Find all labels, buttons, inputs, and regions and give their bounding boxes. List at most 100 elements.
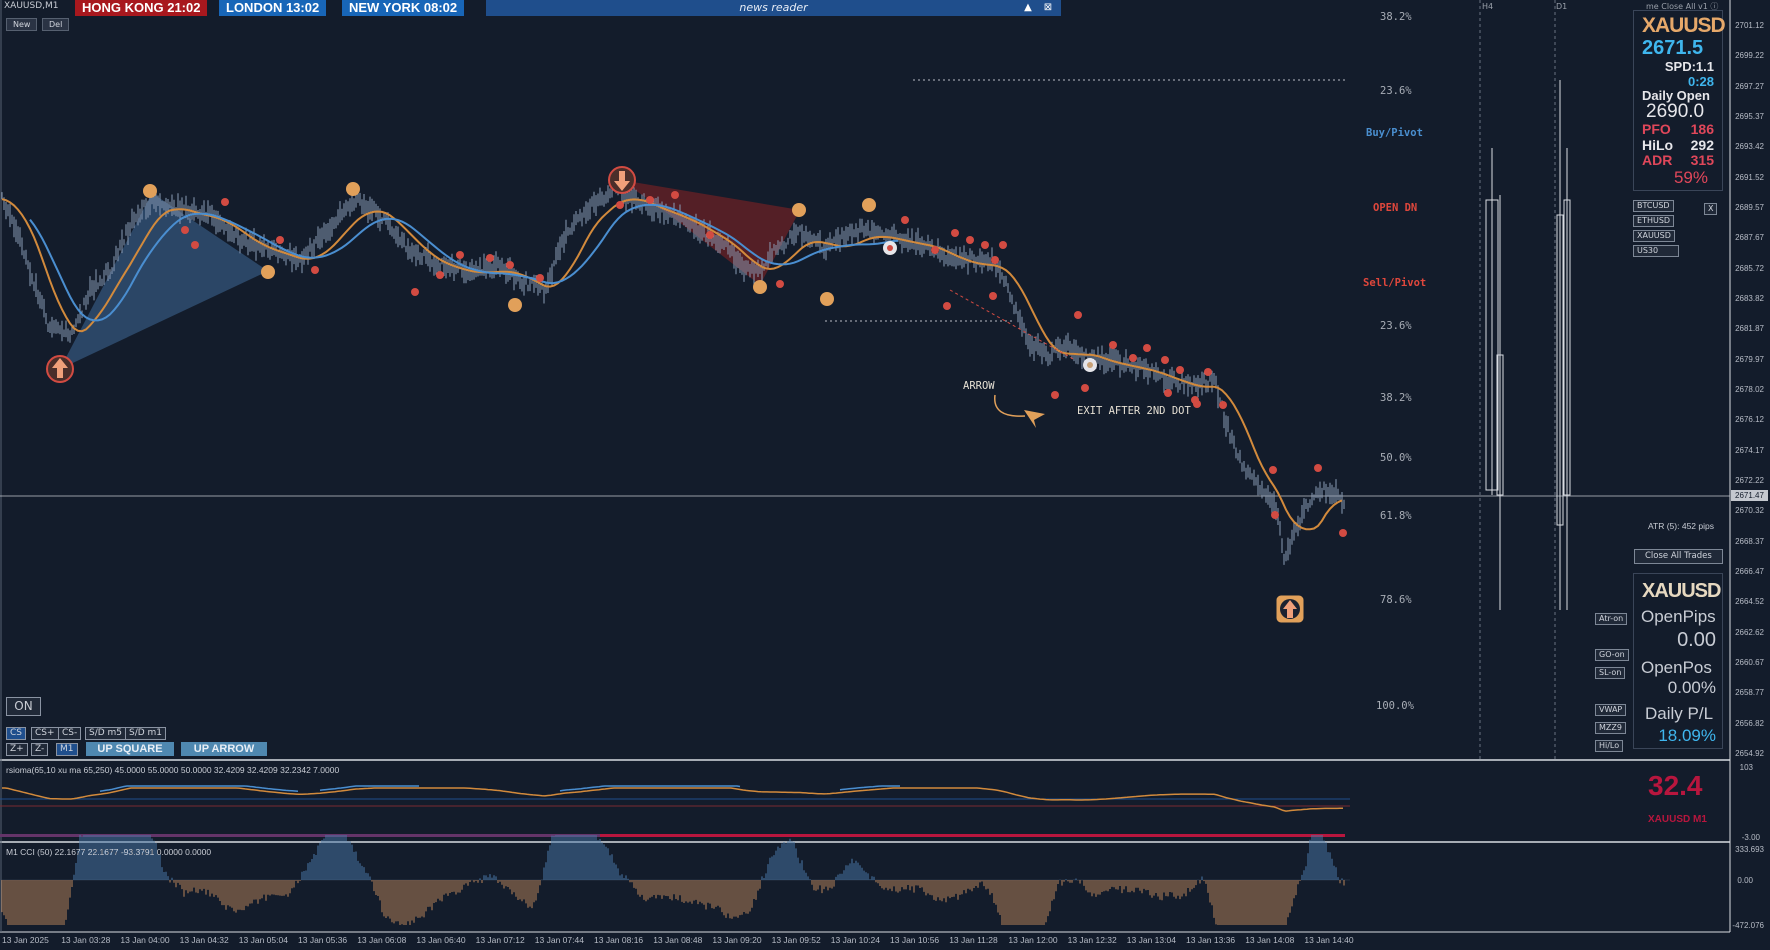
rsi-strip-red [0,834,1345,837]
swing-dot [792,203,806,217]
buy-arrow-marker-2 [1275,594,1305,624]
hilo-value: 292 [1690,137,1714,153]
info-price: 2671.5 [1642,37,1704,59]
symbol-button-btcusd[interactable]: BTCUSD [1633,200,1674,212]
cs-button[interactable]: CS [6,727,26,740]
time-tick: 13 Jan 07:44 [534,935,584,945]
price-tick: 2687.67 [1735,233,1764,243]
signal-dot [776,280,784,288]
fib-38-upper: 38.2% [1380,11,1412,23]
price-tick: 2701.12 [1735,21,1764,30]
ema-fast-line [29,203,899,322]
new-button[interactable]: New [6,18,38,31]
price-tick: 2699.22 [1735,51,1764,61]
fib-23-upper: 23.6% [1380,85,1412,97]
rsi-strip-blue [0,834,600,837]
signal-dot [411,288,419,296]
session-clock-newyork: NEW YORK 08:02 [342,0,465,16]
cs-minus-button[interactable]: CS- [58,727,82,740]
signal-dot [221,198,229,206]
open-pips-value: 0.00 [1677,629,1716,651]
signal-dot [191,241,199,249]
time-tick: 13 Jan 03:28 [61,935,111,945]
session-clock-london: LONDON 13:02 [219,0,327,16]
price-tick: 2693.42 [1735,142,1764,152]
fib-100: 100.0% [1376,700,1414,712]
cci-indicator-label: M1 CCI (50) 22.1677 22.1677 -93.3791 0.0… [6,847,212,857]
signal-dot [646,196,654,204]
buy-zone-triangle [60,193,268,369]
vwap-button[interactable]: VWAP [1595,704,1627,716]
swing-dot [508,298,522,312]
price-tick: 2676.12 [1735,415,1764,425]
rsi-line-upper [99,785,900,792]
signal-dot [1271,511,1279,519]
price-tick: 2662.62 [1735,627,1764,637]
info-timer: 0:28 [1687,74,1714,89]
atr-on-button[interactable]: Atr-on [1595,613,1628,625]
go-on-button[interactable]: GO-on [1595,649,1629,661]
rsi-symbol: XAUUSD M1 [1648,814,1707,825]
hilo-button[interactable]: Hi/Lo [1595,740,1624,752]
mzz9-button[interactable]: MZZ9 [1595,722,1626,734]
minimize-icon[interactable]: ▲ [1024,2,1032,13]
price-tick: 2672.22 [1735,476,1764,485]
sl-on-button[interactable]: SL-on [1595,667,1626,679]
time-tick: 13 Jan 12:32 [1067,935,1117,945]
news-reader-title: news reader [739,1,808,14]
up-square-button[interactable]: UP SQUARE [86,742,174,756]
time-tick: 13 Jan 14:40 [1304,935,1354,945]
del-button[interactable]: Del [42,18,70,31]
annotation-arrow-label: ARROW [963,380,995,392]
signal-dot [671,191,679,199]
sell-arrow-marker [608,166,636,194]
symbol-close-button[interactable]: X [1704,203,1718,215]
signal-dot [999,241,1007,249]
zoom-out-button[interactable]: Z- [31,743,49,756]
price-tick: 2683.82 [1735,294,1764,303]
m1-button[interactable]: M1 [56,743,78,756]
signal-dot [436,271,444,279]
signal-dot [951,229,959,237]
tf-label-d1: D1 [1556,2,1568,11]
up-arrow-button[interactable]: UP ARROW [181,742,267,756]
hilo-label: HiLo [1642,137,1674,153]
open-pos-label: OpenPos [1641,658,1712,677]
close-icon[interactable]: ⊠ [1043,2,1053,13]
info-symbol: XAUUSD [1642,14,1726,37]
sd-m5-button[interactable]: S/D m5 [85,727,127,740]
signal-dot [616,201,624,209]
signal-dot [486,254,494,262]
news-reader-bar[interactable]: news reader ▲ ⊠ [486,0,1061,16]
pivot-sell: Sell/Pivot [1363,277,1427,289]
price-tick: 2674.17 [1735,445,1764,455]
signal-dots [143,182,1347,537]
symbol-button-us30[interactable]: US30 [1633,245,1679,257]
fib-78: 78.6% [1380,594,1412,606]
time-tick: 13 Jan 13:04 [1126,935,1176,945]
sd-m1-button[interactable]: S/D m1 [125,727,167,740]
time-tick: 13 Jan 06:08 [357,935,407,945]
time-tick: 13 Jan 2025 [2,935,49,945]
price-tick: 2666.47 [1735,567,1764,576]
signal-dot [1269,466,1277,474]
zoom-in-button[interactable]: Z+ [6,743,28,756]
price-tick: 2670.32 [1735,506,1764,516]
close-all-trades-button[interactable]: Close All Trades [1634,549,1723,564]
daily-pl-value: 18.09% [1658,726,1716,745]
price-tick: 2664.52 [1735,597,1764,607]
price-tick: 2658.77 [1735,688,1764,698]
symbol-button-ethusd[interactable]: ETHUSD [1633,215,1675,227]
on-toggle-button[interactable]: ON [6,697,41,716]
time-tick: 13 Jan 13:36 [1186,935,1236,945]
close-all-script-label: me Close All v1 ⓘ [1646,2,1719,11]
cs-plus-button[interactable]: CS+ [31,727,59,740]
rsi-indicator-label: rsioma(65,10 xu ma 65,250) 45.0000 55.00… [6,765,340,775]
price-tick: 2697.27 [1735,81,1764,91]
fib-38: 38.2% [1380,392,1412,404]
symbol-button-xauusd[interactable]: XAUUSD [1633,230,1675,242]
adr-percent: 59% [1673,168,1708,187]
swing-dot [820,292,834,306]
time-tick: 13 Jan 04:32 [179,935,229,945]
